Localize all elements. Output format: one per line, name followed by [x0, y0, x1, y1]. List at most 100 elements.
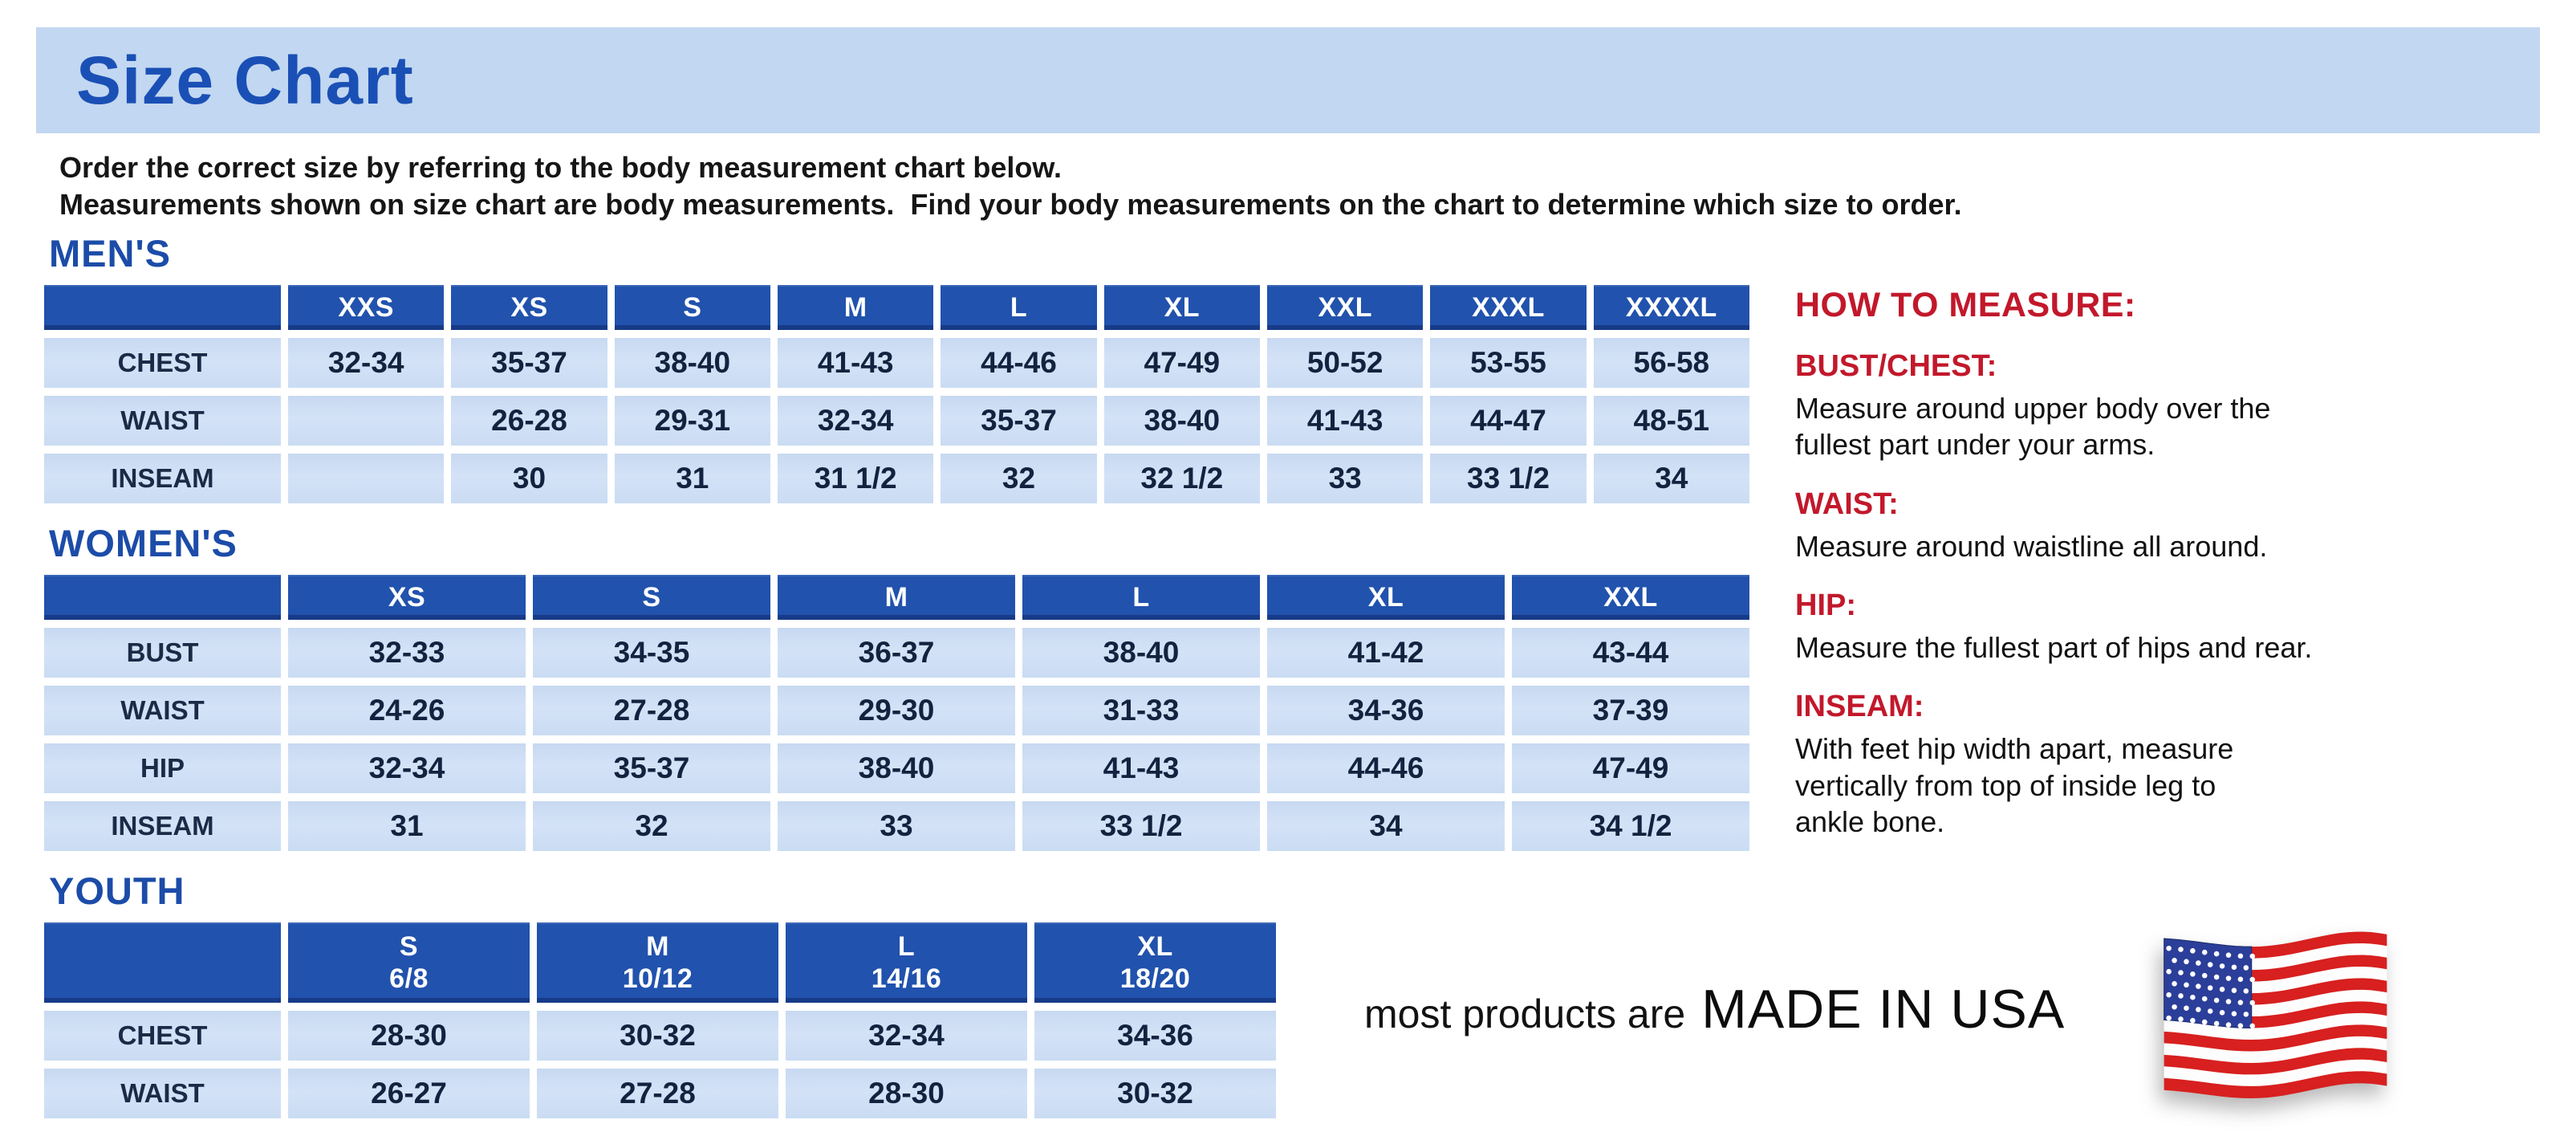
- mens-row-label: INSEAM: [44, 454, 281, 503]
- mens-size-column-header: S: [614, 285, 770, 330]
- youth-size-cell: 30-32: [537, 1011, 778, 1061]
- womens-size-cell: 31: [288, 801, 526, 851]
- intro-line-1: Order the correct size by referring to t…: [59, 151, 1062, 184]
- mens-size-cell: 32 1/2: [1103, 454, 1260, 503]
- womens-size-column-header: M: [778, 575, 1015, 620]
- measure-text-bust-chest: Measure around upper body over the fulle…: [1795, 392, 2271, 462]
- mens-row-label: WAIST: [44, 396, 281, 446]
- mens-size-cell: [288, 454, 445, 503]
- youth-size-cell: 34-36: [1034, 1011, 1276, 1061]
- mens-corner-cell: [44, 285, 281, 330]
- measure-label-hip: HIP:: [1795, 588, 1856, 623]
- intro-line-2: Measurements shown on size chart are bod…: [59, 188, 1962, 222]
- footer-prefix-text: most products are: [1364, 992, 1686, 1036]
- us-flag-svg: [2164, 931, 2387, 1098]
- measure-label-waist: WAIST:: [1795, 487, 1899, 521]
- womens-size-cell: 44-46: [1267, 743, 1505, 793]
- womens-section-heading: WOMEN'S: [49, 522, 238, 564]
- made-in-usa-line: most products are MADE IN USA: [1364, 978, 2065, 1040]
- mens-size-column-header: XS: [451, 285, 607, 330]
- womens-row-label: INSEAM: [44, 801, 281, 851]
- womens-size-cell: 38-40: [778, 743, 1015, 793]
- mens-size-cell: 31: [614, 454, 770, 503]
- mens-size-cell: 30: [451, 454, 607, 503]
- womens-size-cell: 34-36: [1267, 686, 1505, 735]
- us-flag-icon: [2157, 923, 2394, 1114]
- womens-size-column-header: XS: [288, 575, 526, 620]
- page-banner: Size Chart: [36, 27, 2540, 133]
- mens-size-cell: 56-58: [1593, 338, 1749, 388]
- mens-size-column-header: XXL: [1266, 285, 1424, 330]
- mens-size-cell: [288, 396, 445, 446]
- womens-size-cell: 34: [1267, 801, 1505, 851]
- mens-size-cell: 50-52: [1266, 338, 1424, 388]
- womens-size-cell: 41-42: [1267, 628, 1505, 678]
- womens-size-cell: 41-43: [1022, 743, 1260, 793]
- mens-size-table: XXS XS S M L XL XXL XXXL XXXXL CHEST 32-34 35-37 38-…: [44, 285, 1749, 503]
- mens-size-cell: 35-37: [451, 338, 607, 388]
- womens-size-cell: 38-40: [1022, 628, 1260, 678]
- womens-size-column-header: S: [533, 575, 770, 620]
- womens-size-cell: 32-34: [288, 743, 526, 793]
- womens-size-table: XS S M L XL XXL BUST 32-33 34-35 36-37 38-40 41-42 4…: [44, 575, 1749, 851]
- mens-size-cell: 29-31: [614, 396, 770, 446]
- mens-size-cell: 32: [941, 454, 1097, 503]
- womens-size-cell: 29-30: [778, 686, 1015, 735]
- youth-size-cell: 26-27: [288, 1069, 530, 1118]
- footer-made-in-usa-text: MADE IN USA: [1701, 979, 2066, 1040]
- youth-size-column-header: L 14/16: [786, 922, 1027, 1003]
- youth-size-cell: 27-28: [537, 1069, 778, 1118]
- womens-size-cell: 43-44: [1512, 628, 1749, 678]
- mens-size-cell: 31 1/2: [777, 454, 934, 503]
- womens-row-label: HIP: [44, 743, 281, 793]
- mens-size-cell: 48-51: [1593, 396, 1749, 446]
- mens-size-cell: 34: [1593, 454, 1749, 503]
- womens-size-cell: 32: [533, 801, 770, 851]
- mens-size-cell: 44-47: [1430, 396, 1587, 446]
- intro-paragraph: Order the correct size by referring to t…: [59, 149, 2531, 223]
- mens-size-cell: 38-40: [1103, 396, 1260, 446]
- mens-size-cell: 47-49: [1103, 338, 1260, 388]
- womens-size-cell: 33: [778, 801, 1015, 851]
- how-to-measure-title: HOW TO MEASURE:: [1795, 286, 2136, 324]
- measure-label-bust-chest: BUST/CHEST:: [1795, 349, 1997, 383]
- mens-size-cell: 41-43: [1266, 396, 1424, 446]
- womens-size-cell: 27-28: [533, 686, 770, 735]
- womens-size-cell: 35-37: [533, 743, 770, 793]
- youth-size-cell: 28-30: [288, 1011, 530, 1061]
- womens-size-cell: 37-39: [1512, 686, 1749, 735]
- mens-size-cell: 38-40: [614, 338, 770, 388]
- womens-size-cell: 31-33: [1022, 686, 1260, 735]
- youth-row-label: WAIST: [44, 1069, 281, 1118]
- womens-size-cell: 32-33: [288, 628, 526, 678]
- womens-row-label: BUST: [44, 628, 281, 678]
- womens-size-cell: 24-26: [288, 686, 526, 735]
- mens-size-column-header: XXS: [288, 285, 445, 330]
- womens-size-column-header: L: [1022, 575, 1260, 620]
- how-to-measure-panel: HOW TO MEASURE: BUST/CHEST: Measure arou…: [1795, 286, 2558, 841]
- mens-size-column-header: XXXL: [1430, 285, 1587, 330]
- womens-size-cell: 34 1/2: [1512, 801, 1749, 851]
- measure-text-inseam: With feet hip width apart, measure verti…: [1795, 732, 2234, 839]
- youth-size-column-header: M 10/12: [537, 922, 778, 1003]
- page-title: Size Chart: [76, 42, 414, 118]
- youth-size-cell: 32-34: [786, 1011, 1027, 1061]
- mens-size-cell: 44-46: [941, 338, 1097, 388]
- size-tables-column: MEN'S XXS XS S M L XL XXL XXXL XXXXL CHEST 32-34 35…: [44, 231, 1749, 1118]
- mens-size-cell: 53-55: [1430, 338, 1587, 388]
- womens-size-column-header: XXL: [1512, 575, 1749, 620]
- mens-size-cell: 32-34: [777, 396, 934, 446]
- mens-size-cell: 33: [1266, 454, 1424, 503]
- youth-size-column-header: XL 18/20: [1034, 922, 1276, 1003]
- womens-size-column-header: XL: [1267, 575, 1505, 620]
- womens-size-cell: 47-49: [1512, 743, 1749, 793]
- mens-size-cell: 35-37: [941, 396, 1097, 446]
- youth-size-cell: 28-30: [786, 1069, 1027, 1118]
- mens-size-cell: 33 1/2: [1430, 454, 1587, 503]
- mens-size-cell: 26-28: [451, 396, 607, 446]
- womens-corner-cell: [44, 575, 281, 620]
- youth-size-cell: 30-32: [1034, 1069, 1276, 1118]
- mens-size-column-header: M: [777, 285, 934, 330]
- measure-text-hip: Measure the fullest part of hips and rea…: [1795, 631, 2313, 665]
